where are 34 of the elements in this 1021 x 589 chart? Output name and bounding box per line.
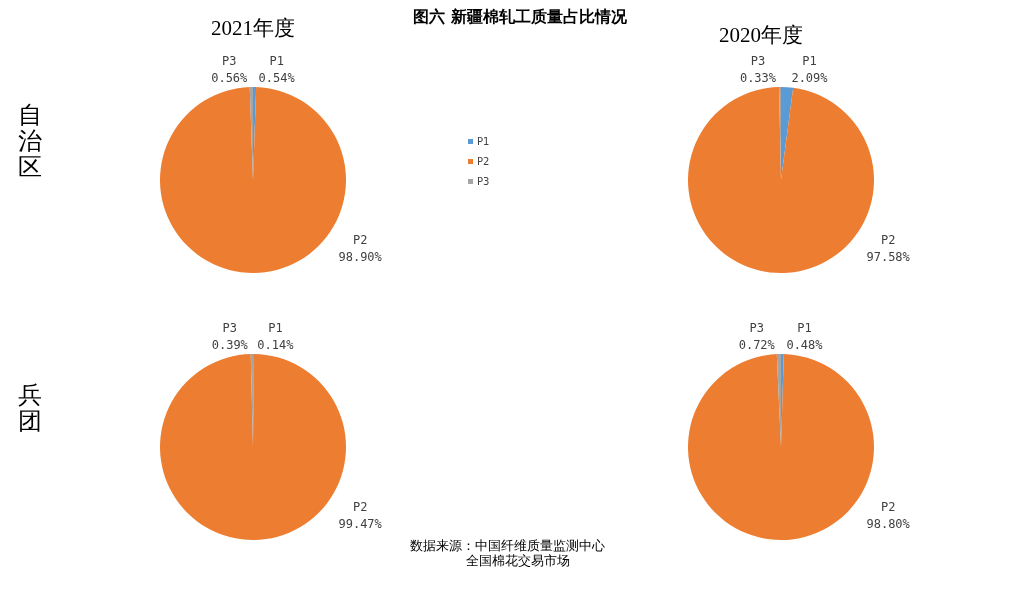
slice-label: P3 xyxy=(749,321,764,336)
text: 图六 新疆棉轧工质量占比情况 xyxy=(413,7,628,26)
slice-label: P1 xyxy=(797,321,812,336)
slice-label: P1 xyxy=(802,54,817,69)
data-label: 98.90% xyxy=(338,250,383,265)
data-label: 98.80% xyxy=(866,517,911,532)
data-label: 0.72% xyxy=(738,338,776,353)
legend-label: P1 xyxy=(477,136,490,147)
data-label: 2.09% xyxy=(791,71,829,86)
slice-label: P3 xyxy=(750,54,766,69)
slice-label: P3 xyxy=(222,54,237,69)
text: 兵团 xyxy=(18,381,42,435)
data-label: 0.48% xyxy=(786,338,824,353)
data-label: 0.39% xyxy=(211,338,249,353)
slice-label: P2 xyxy=(352,233,368,248)
data-label: 0.56% xyxy=(211,71,249,86)
data-label: 0.33% xyxy=(739,71,777,86)
legend-label: P3 xyxy=(477,176,490,187)
chart-title: 2021年度 xyxy=(211,16,295,40)
text: 全国棉花交易市场 xyxy=(466,553,570,568)
slice-label: P1 xyxy=(269,54,284,69)
source-note: 数据来源：中国纤维质量监测中心 xyxy=(410,538,605,553)
data-label: 0.54% xyxy=(258,71,296,86)
legend-label: P2 xyxy=(477,156,490,167)
text: 自治区 xyxy=(18,101,42,181)
slice-label: P3 xyxy=(222,321,238,336)
data-label: 99.47% xyxy=(338,517,383,532)
slice-label: P2 xyxy=(880,233,896,248)
slice-label: P2 xyxy=(352,500,368,515)
slice-label: P2 xyxy=(880,500,896,515)
data-label: 97.58% xyxy=(866,250,911,265)
data-label: 0.14% xyxy=(257,338,295,352)
slice-label: P1 xyxy=(268,321,283,335)
chart-title: 2020年度 xyxy=(719,23,803,47)
